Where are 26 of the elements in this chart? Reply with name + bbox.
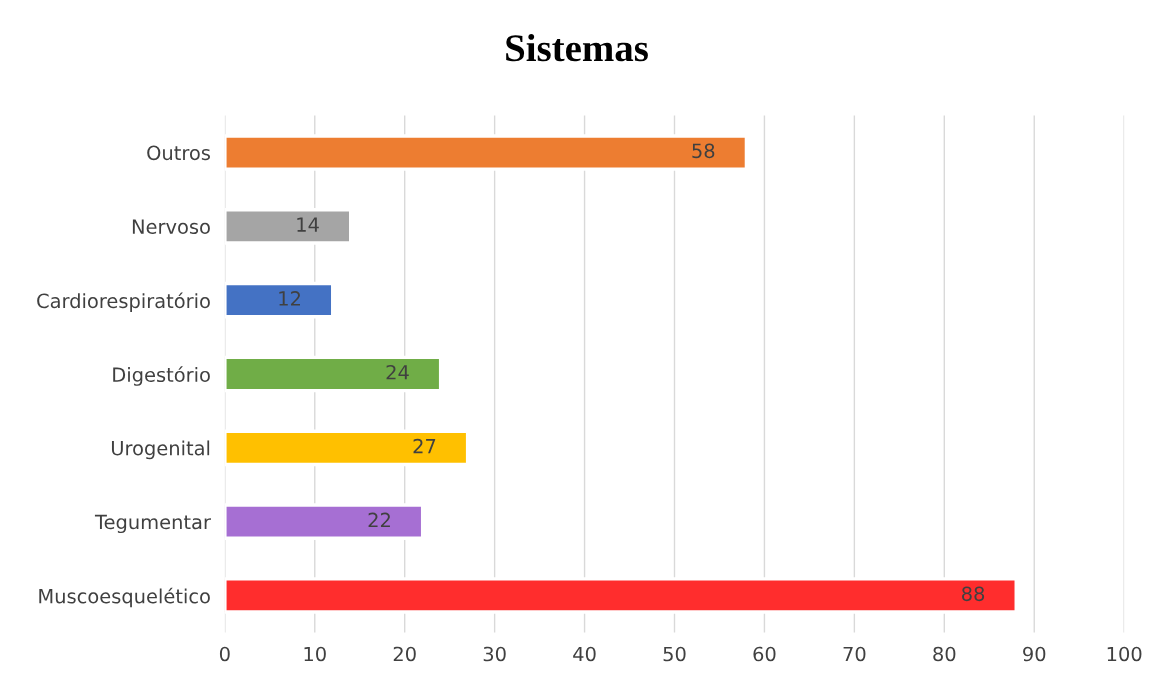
x-tick-label: 80 bbox=[933, 646, 956, 662]
x-tick-label: 100 bbox=[1107, 646, 1142, 662]
x-tick-label: 30 bbox=[483, 646, 506, 662]
y-tick-label: Outros bbox=[147, 145, 210, 161]
x-tick-label: 70 bbox=[843, 646, 866, 662]
x-tick-label: 10 bbox=[304, 646, 326, 662]
x-tick-label: 0 bbox=[219, 646, 230, 662]
y-tick-label: Urogenital bbox=[111, 440, 210, 460]
y-tick-label: Tegumentar bbox=[94, 514, 211, 534]
y-tick-label: Cardiorespiratório bbox=[37, 292, 210, 312]
y-tick-label: Digestório bbox=[113, 366, 210, 386]
x-tick-label: 50 bbox=[663, 646, 686, 662]
chart-title: Sistemas bbox=[506, 34, 648, 62]
data-label: 12 bbox=[279, 291, 300, 306]
data-label: 58 bbox=[692, 143, 715, 159]
data-label: 27 bbox=[413, 438, 436, 454]
y-tick-label: Muscoesquelético bbox=[39, 587, 210, 608]
data-label: 14 bbox=[297, 217, 319, 232]
y-tick-label: Nervoso bbox=[132, 219, 210, 235]
x-tick-label: 20 bbox=[393, 646, 416, 662]
data-label: 24 bbox=[386, 364, 409, 380]
data-label: 22 bbox=[368, 512, 390, 528]
data-label: 88 bbox=[962, 586, 985, 602]
x-tick-label: 40 bbox=[573, 646, 596, 662]
x-tick-label: 60 bbox=[753, 646, 776, 662]
x-tick-label: 90 bbox=[1023, 646, 1046, 662]
